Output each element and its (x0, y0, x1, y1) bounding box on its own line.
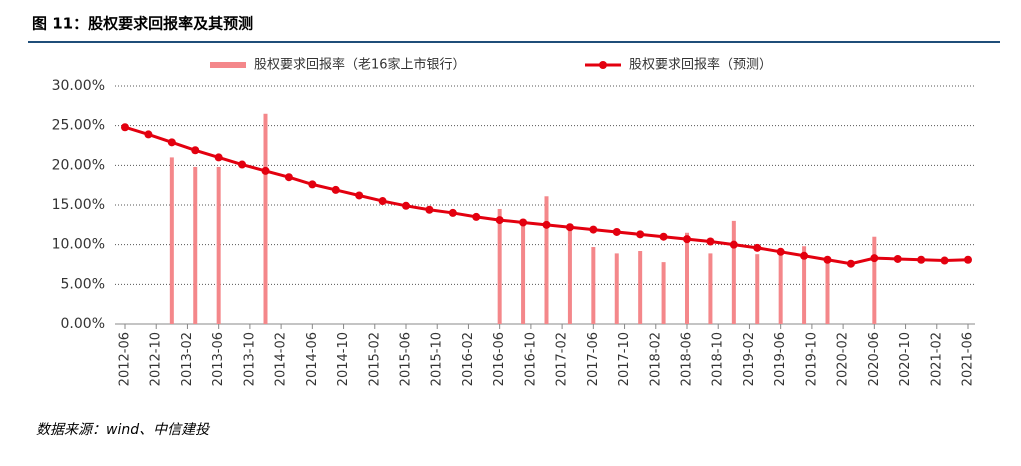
marker (706, 237, 715, 246)
marker (636, 230, 645, 239)
bar (778, 250, 783, 324)
bar (497, 208, 502, 324)
x-tick-label: 2019-06 (773, 332, 788, 386)
bar (193, 166, 198, 324)
bar (169, 157, 174, 324)
x-tick-label: 2020-10 (898, 332, 913, 386)
y-tick-label: 15.00% (52, 197, 105, 213)
marker (284, 173, 293, 182)
bar (708, 253, 713, 324)
x-tick-label: 2013-10 (242, 332, 257, 386)
marker (261, 166, 270, 175)
marker (753, 243, 762, 252)
y-tick-label: 5.00% (61, 276, 105, 292)
bar (661, 262, 666, 324)
marker (378, 197, 387, 206)
marker (425, 205, 434, 214)
bar (731, 220, 736, 324)
source-note: 数据来源：wind、中信建投 (36, 422, 211, 438)
figure-title: 图 11：股权要求回报率及其预测 (32, 15, 253, 33)
x-tick-label: 2021-06 (961, 332, 976, 386)
bar (263, 113, 268, 325)
marker (121, 123, 129, 132)
legend-swatch (210, 62, 246, 68)
marker (659, 232, 668, 241)
x-tick-label: 2020-02 (836, 332, 851, 386)
marker (472, 212, 481, 221)
x-tick-label: 2013-02 (180, 332, 195, 386)
marker (964, 255, 972, 264)
legend-label: 股权要求回报率（老16家上市银行） (254, 57, 466, 73)
x-tick-label: 2018-06 (680, 332, 695, 386)
bar (521, 220, 526, 324)
x-tick-label: 2012-06 (118, 332, 133, 386)
x-tick-label: 2019-10 (804, 332, 819, 386)
x-tick-label: 2018-02 (648, 332, 663, 386)
x-tick-label: 2017-02 (555, 332, 570, 386)
x-tick-label: 2015-10 (430, 332, 445, 386)
bar (216, 166, 221, 324)
marker (870, 254, 879, 263)
bar (825, 260, 830, 324)
legend-label: 股权要求回报率（预测） (629, 57, 772, 73)
x-tick-label: 2013-06 (211, 332, 226, 386)
x-tick-label: 2014-10 (336, 332, 351, 386)
marker (448, 208, 457, 217)
marker (612, 227, 621, 236)
marker (823, 255, 832, 264)
marker (917, 255, 926, 264)
x-tick-label: 2014-02 (274, 332, 289, 386)
marker (519, 218, 528, 227)
bar (685, 232, 689, 324)
bar (638, 251, 643, 324)
marker (776, 247, 785, 256)
bar (802, 246, 807, 324)
marker (495, 216, 504, 225)
x-tick-label: 2017-06 (586, 332, 601, 386)
x-tick-label: 2018-10 (711, 332, 726, 386)
x-tick-label: 2012-10 (149, 332, 164, 386)
bar (872, 236, 877, 324)
bar (591, 247, 596, 324)
x-tick-label: 2015-02 (367, 332, 382, 386)
x-tick-label: 2020-06 (867, 332, 882, 386)
marker (191, 146, 200, 155)
marker (402, 201, 410, 210)
y-tick-label: 25.00% (52, 118, 105, 134)
y-tick-label: 0.00% (61, 316, 105, 332)
marker (683, 235, 691, 244)
x-tick-label: 2016-06 (492, 332, 507, 386)
x-tick-label: 2016-02 (461, 332, 476, 386)
x-tick-label: 2019-02 (742, 332, 757, 386)
bar (544, 196, 549, 324)
y-tick-label: 20.00% (52, 157, 105, 173)
marker (331, 185, 340, 194)
marker (800, 251, 809, 260)
y-tick-label: 30.00% (52, 78, 105, 94)
bar (567, 226, 572, 324)
bar (755, 254, 760, 324)
marker (940, 256, 949, 265)
legend-marker (599, 61, 607, 69)
marker (355, 191, 364, 200)
x-tick-label: 2014-06 (305, 332, 320, 386)
marker (214, 153, 223, 162)
marker (167, 138, 176, 147)
marker (238, 160, 247, 169)
marker (144, 130, 153, 139)
marker (308, 180, 317, 189)
x-tick-label: 2017-10 (617, 332, 632, 386)
marker (565, 223, 574, 232)
x-tick-label: 2015-06 (399, 332, 414, 386)
marker (589, 225, 598, 234)
marker (729, 240, 738, 249)
y-tick-label: 10.00% (52, 237, 105, 253)
x-tick-label: 2016-10 (523, 332, 538, 386)
marker (846, 259, 855, 268)
x-tick-label: 2021-02 (929, 332, 944, 386)
bar (614, 253, 619, 324)
marker (542, 220, 551, 229)
marker (893, 254, 902, 263)
